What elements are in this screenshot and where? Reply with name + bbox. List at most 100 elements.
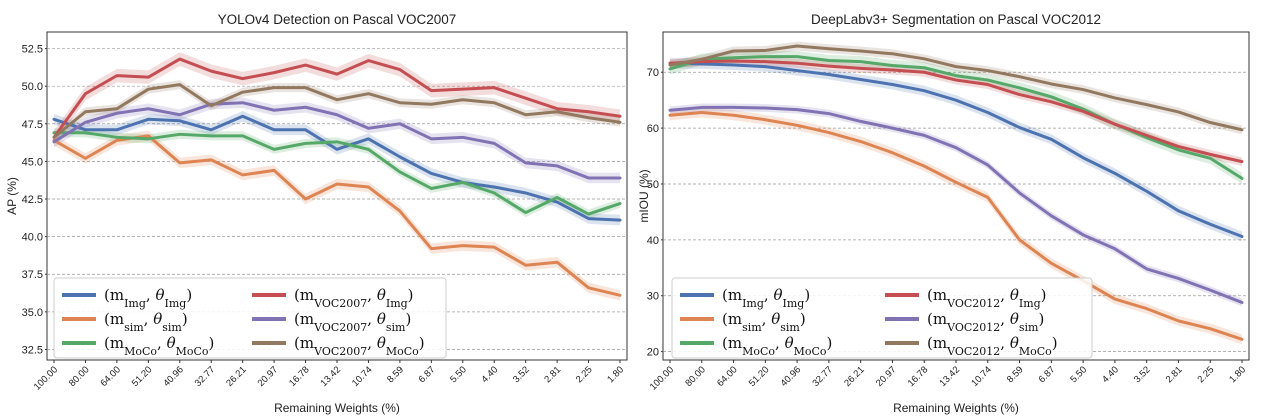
x-tick-label: 26.21 <box>224 364 249 389</box>
data-point <box>1209 157 1212 160</box>
data-point <box>764 60 767 63</box>
data-point <box>700 58 703 61</box>
data-point <box>732 114 735 117</box>
x-tick-label: 40.96 <box>779 364 804 389</box>
data-point <box>241 77 244 80</box>
data-point <box>241 91 244 93</box>
data-point <box>955 79 957 81</box>
data-point <box>764 55 767 58</box>
x-tick-label: 4.40 <box>479 364 500 385</box>
data-point <box>986 79 989 81</box>
data-point <box>1177 320 1180 322</box>
data-point <box>493 192 496 194</box>
x-tick-label: 5.50 <box>1068 364 1089 385</box>
x-axis-label: Remaining Weights (%) <box>893 401 1019 415</box>
data-point <box>524 264 527 267</box>
legend-label: (mVOC2007, θMoCo) <box>294 334 425 358</box>
x-tick-label: 8.59 <box>1005 364 1026 385</box>
x-tick-label: 4.40 <box>1100 364 1121 385</box>
data-point <box>1209 289 1212 291</box>
data-point <box>304 198 307 200</box>
data-point <box>147 76 150 78</box>
data-point <box>1145 136 1148 139</box>
data-point <box>700 60 703 63</box>
x-axis-label: Remaining Weights (%) <box>274 401 400 415</box>
data-point <box>556 107 558 110</box>
y-tick-label: 40 <box>647 235 659 247</box>
data-point <box>1114 97 1116 99</box>
data-point <box>1145 268 1148 270</box>
data-point <box>210 70 213 72</box>
series-band-1 <box>670 107 1242 345</box>
data-point <box>1082 156 1084 159</box>
data-point <box>669 64 671 66</box>
data-point <box>859 67 862 70</box>
data-point <box>1082 88 1084 91</box>
legend-label: (mImg, θImg) <box>104 286 192 310</box>
data-point <box>1145 307 1148 310</box>
data-point <box>732 56 735 59</box>
series-band-4 <box>670 103 1242 307</box>
data-point <box>304 86 307 89</box>
data-point <box>891 69 894 71</box>
chart-title: DeepLabv3+ Segmentation on Pascal VOC201… <box>811 12 1101 27</box>
data-point <box>147 107 150 110</box>
data-point <box>1145 190 1148 193</box>
data-point <box>399 101 401 104</box>
data-point <box>210 159 213 161</box>
data-point <box>367 148 370 151</box>
legend-item: (mImg, θImg) <box>62 286 192 310</box>
legend: (mImg, θImg)(msim, θsim)(mMoCo, θMoCo) (m… <box>671 277 1093 359</box>
data-point <box>116 74 118 77</box>
legend-item: (mVOC2012, θImg) <box>885 286 1047 310</box>
data-point <box>304 142 307 145</box>
data-point <box>1145 103 1148 106</box>
x-tick-label: 40.96 <box>161 364 186 389</box>
data-point <box>273 71 275 74</box>
data-point <box>336 183 338 185</box>
x-tick-label: 10.74 <box>969 364 994 389</box>
y-tick-label: 60 <box>647 123 659 135</box>
data-point <box>1114 248 1116 250</box>
data-point <box>1209 121 1212 124</box>
data-point <box>147 88 150 90</box>
data-point <box>700 111 703 114</box>
data-point <box>493 246 496 248</box>
x-tick-label: 100.00 <box>648 364 676 392</box>
data-point <box>828 65 830 67</box>
data-point <box>524 211 527 214</box>
legend-label: (msim, θsim) <box>722 310 806 334</box>
data-point <box>273 128 275 131</box>
legend-item: (mVOC2007, θImg) <box>252 286 414 310</box>
data-point <box>828 73 830 76</box>
data-point <box>669 109 671 112</box>
data-point <box>524 162 527 164</box>
legend-label: (mMoCo, θMoCo) <box>722 334 832 358</box>
data-point <box>1050 101 1053 103</box>
legend-label: (mVOC2012, θsim) <box>927 310 1044 334</box>
data-point <box>796 62 798 65</box>
data-point <box>955 74 957 77</box>
x-tick-label: 8.59 <box>385 364 406 385</box>
data-point <box>700 63 703 65</box>
data-point <box>1018 93 1021 96</box>
data-point <box>461 181 464 184</box>
data-point <box>273 86 275 89</box>
data-point <box>493 142 496 145</box>
data-point <box>84 121 87 124</box>
data-point <box>619 115 621 118</box>
data-point <box>461 98 464 101</box>
data-point <box>367 138 370 140</box>
data-point <box>147 138 150 140</box>
y-tick-label: 37.5 <box>22 269 43 281</box>
data-point <box>178 83 181 86</box>
data-point <box>796 108 798 111</box>
data-point <box>1018 87 1021 89</box>
legend-label: (mVOC2012, θMoCo) <box>927 334 1058 358</box>
data-point <box>986 69 989 72</box>
data-point <box>764 49 767 52</box>
data-point <box>619 177 621 179</box>
data-point <box>1018 192 1021 194</box>
data-point <box>210 128 213 131</box>
y-tick-label: 45.0 <box>22 156 43 168</box>
